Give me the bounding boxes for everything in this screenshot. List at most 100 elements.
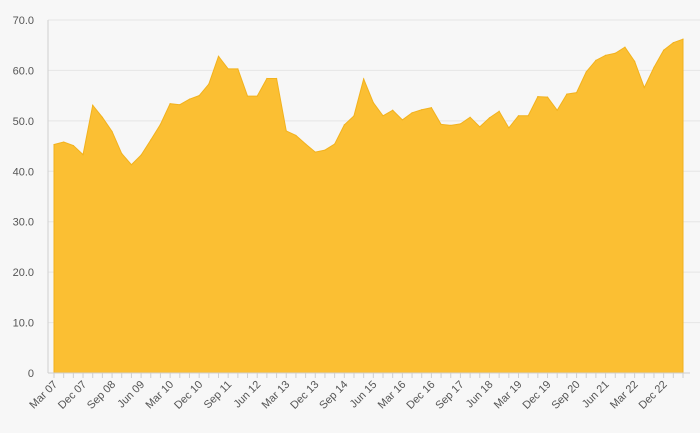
data-point — [72, 144, 74, 147]
data-point — [604, 54, 607, 56]
x-tick-label: Mar 07 — [27, 379, 60, 412]
data-point — [227, 68, 229, 70]
data-point — [266, 77, 268, 80]
data-point — [566, 93, 568, 95]
x-tick-label: Mar 19 — [492, 379, 525, 412]
data-point — [208, 83, 210, 85]
data-point — [498, 110, 500, 112]
data-point — [382, 115, 384, 117]
data-point — [237, 68, 239, 70]
data-point — [217, 55, 220, 57]
x-tick-label: Sep 08 — [85, 379, 118, 412]
data-point — [169, 103, 171, 105]
data-point — [53, 143, 55, 146]
data-point — [246, 95, 249, 97]
data-point — [295, 134, 297, 137]
data-point — [488, 117, 491, 119]
y-tick-label: 40.0 — [13, 166, 34, 178]
data-point — [363, 78, 365, 80]
x-tick-label: Dec 19 — [521, 379, 554, 412]
data-point — [624, 46, 626, 48]
data-point — [343, 124, 345, 126]
data-point — [121, 153, 123, 155]
data-point — [469, 116, 471, 118]
data-point — [188, 98, 191, 100]
x-tick-label: Mar 22 — [608, 379, 641, 412]
data-point — [314, 151, 316, 153]
data-point — [392, 109, 394, 111]
data-point — [508, 127, 510, 129]
x-tick-label: Jun 09 — [115, 379, 147, 411]
data-point — [353, 115, 355, 117]
data-point — [111, 130, 113, 133]
data-point — [92, 104, 94, 106]
x-tick-label: Jun 15 — [348, 379, 380, 411]
data-point — [585, 71, 587, 73]
data-point — [63, 141, 65, 143]
data-point — [275, 77, 278, 80]
data-point — [256, 95, 258, 97]
y-tick-label: 60.0 — [13, 65, 34, 77]
data-point — [159, 123, 162, 125]
data-point — [517, 115, 520, 117]
data-point — [130, 164, 133, 166]
data-point — [672, 42, 674, 44]
data-point — [653, 66, 655, 68]
x-tick-label: Mar 13 — [260, 379, 293, 412]
data-point — [595, 59, 597, 61]
data-point — [421, 109, 423, 111]
x-tick-label: Jun 12 — [231, 379, 263, 411]
x-tick-label: Mar 16 — [376, 379, 409, 412]
x-tick-label: Sep 11 — [202, 379, 235, 412]
y-tick-label: 10.0 — [13, 318, 34, 330]
data-point — [643, 86, 645, 89]
y-tick-label: 20.0 — [13, 267, 34, 279]
x-tick-label: Dec 07 — [56, 379, 89, 412]
data-point — [479, 126, 481, 128]
data-point — [305, 143, 307, 145]
x-tick-label: Jun 21 — [580, 379, 612, 411]
data-point — [537, 96, 539, 98]
data-point — [556, 109, 558, 111]
x-tick-label: Dec 10 — [172, 379, 205, 412]
data-point — [334, 143, 336, 145]
y-axis-tick-labels: 0 10.0 20.0 30.0 40.0 50.0 60.0 70.0 — [13, 15, 34, 380]
data-point — [459, 123, 462, 125]
data-point — [285, 130, 287, 132]
y-tick-label: 0 — [28, 368, 34, 380]
x-tick-label: Sep 14 — [317, 379, 350, 412]
data-point — [575, 92, 578, 94]
data-point — [546, 96, 549, 98]
x-tick-label: Jun 18 — [464, 379, 496, 411]
y-tick-label: 50.0 — [13, 116, 34, 128]
axes — [47, 20, 690, 378]
data-point — [372, 102, 374, 104]
data-point — [82, 154, 84, 156]
x-tick-label: Dec 16 — [404, 379, 437, 412]
area-series — [53, 38, 684, 374]
data-point — [634, 60, 636, 62]
data-point — [101, 116, 103, 118]
data-point — [440, 123, 442, 125]
data-point — [179, 104, 181, 106]
data-point — [663, 49, 665, 51]
data-point — [411, 112, 413, 114]
data-point — [527, 115, 529, 117]
data-point — [401, 119, 403, 121]
data-point — [324, 149, 326, 151]
x-tick-label: Sep 17 — [433, 379, 466, 412]
data-point — [682, 38, 684, 40]
data-point — [198, 95, 200, 97]
x-tick-label: Dec 13 — [288, 379, 321, 412]
area-fill — [53, 38, 684, 374]
x-tick-label: Sep 20 — [550, 379, 583, 412]
data-point — [430, 107, 432, 109]
x-tick-label: Mar 10 — [144, 379, 177, 412]
y-tick-label: 70.0 — [13, 15, 34, 27]
data-point — [614, 52, 616, 54]
y-tick-label: 30.0 — [13, 217, 34, 229]
data-point — [450, 124, 452, 126]
